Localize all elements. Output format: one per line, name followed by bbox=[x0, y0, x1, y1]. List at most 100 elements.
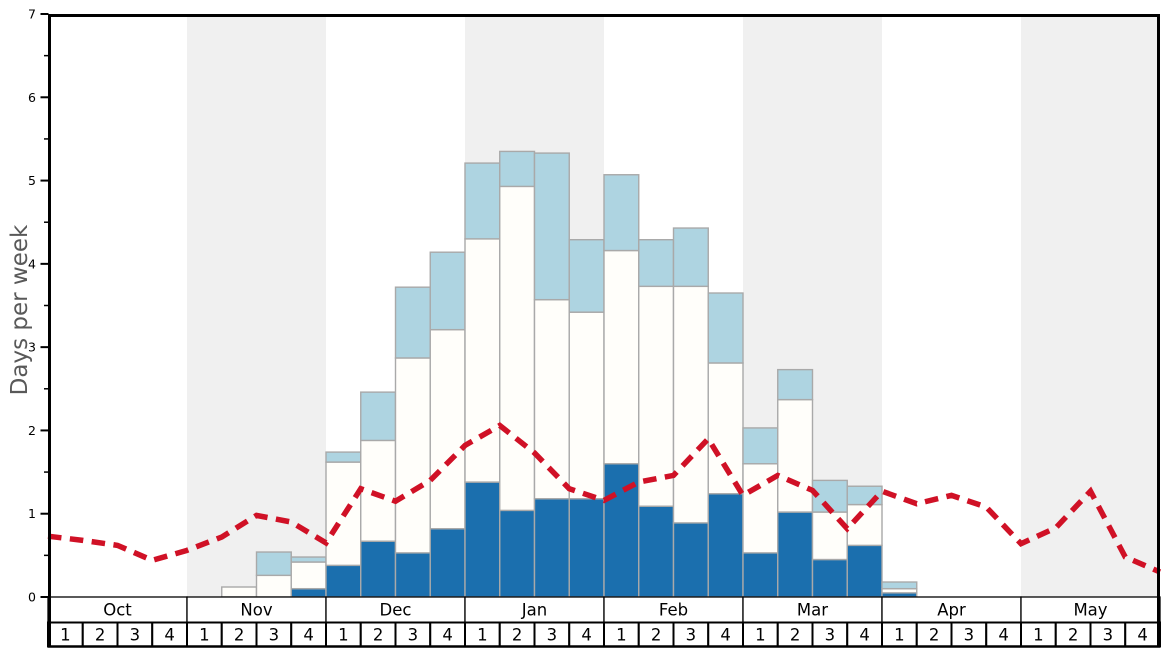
bar-segment-dark_blue_bottom-week23 bbox=[811, 558, 848, 598]
y-tick-label-4: 4 bbox=[28, 256, 36, 271]
bar-segment-white_middle-week20 bbox=[707, 362, 744, 495]
week-label: 4 bbox=[1137, 626, 1148, 645]
bar-segment-light_blue_top-week19 bbox=[672, 227, 709, 288]
week-label: 2 bbox=[512, 626, 523, 645]
bar-segment-white_middle-week8 bbox=[290, 561, 327, 590]
bar-segment-light_blue_top-week16 bbox=[568, 239, 605, 313]
y-tick-label-1: 1 bbox=[28, 506, 36, 521]
week-cell bbox=[151, 621, 188, 648]
bar-segment-dark_blue_bottom-week22 bbox=[777, 511, 814, 598]
bar-segment-dark_blue_bottom-week14 bbox=[499, 509, 536, 598]
bar-segment-dark_blue_bottom-week15 bbox=[533, 498, 570, 598]
week-cell bbox=[290, 621, 327, 648]
week-label: 2 bbox=[234, 626, 245, 645]
bar-segment-white_middle-week24 bbox=[846, 503, 883, 547]
bar-segment-light_blue_top-week25 bbox=[881, 581, 918, 590]
week-label: 1 bbox=[199, 626, 210, 645]
bar-segment-light_blue_top-week21 bbox=[742, 427, 779, 465]
week-cell bbox=[533, 621, 571, 648]
bar-segment-white_middle-week17 bbox=[603, 249, 640, 465]
month-label-dec: Dec bbox=[380, 601, 412, 620]
y-axis-label: Days per week bbox=[7, 224, 33, 396]
bar-segment-dark_blue_bottom-week8 bbox=[290, 587, 327, 598]
month-band-may bbox=[1021, 14, 1160, 597]
week-label: 4 bbox=[581, 626, 592, 645]
week-label: 3 bbox=[547, 626, 558, 645]
bar-segment-dark_blue_bottom-week13 bbox=[464, 481, 501, 598]
y-tick-label-0: 0 bbox=[28, 590, 36, 605]
y-tick-label-7: 7 bbox=[28, 7, 36, 22]
bar-segment-white_middle-week9 bbox=[325, 461, 362, 567]
week-label: 4 bbox=[720, 626, 731, 645]
week-cell bbox=[742, 621, 779, 648]
week-cell bbox=[603, 621, 640, 648]
month-cell-nov bbox=[186, 596, 327, 624]
bar-segment-white_middle-week14 bbox=[499, 185, 536, 512]
week-cell bbox=[81, 621, 119, 648]
bar-segment-dark_blue_bottom-week18 bbox=[638, 505, 675, 598]
y-tick-label-5: 5 bbox=[28, 173, 36, 188]
bar-segment-light_blue_top-week14 bbox=[499, 150, 536, 188]
bar-segment-light_blue_top-week15 bbox=[533, 152, 570, 301]
bar-segment-dark_blue_bottom-week10 bbox=[360, 540, 397, 598]
bar-segment-light_blue_top-week10 bbox=[360, 391, 397, 442]
red-dashed-line bbox=[47, 422, 1162, 575]
bar-segment-light_blue_top-week7 bbox=[255, 551, 292, 577]
bar-segment-dark_blue_bottom-week12 bbox=[429, 528, 466, 598]
bar-segment-dark_blue_bottom-week21 bbox=[742, 552, 779, 598]
bar-segment-light_blue_top-week20 bbox=[707, 292, 744, 364]
bar-segment-white_middle-week18 bbox=[638, 285, 675, 507]
y-tick-label-6: 6 bbox=[28, 90, 36, 105]
week-label: 4 bbox=[998, 626, 1009, 645]
bar-segment-light_blue_top-week12 bbox=[429, 251, 466, 331]
bar-segment-white_middle-week6 bbox=[221, 586, 258, 598]
bar-segment-white_middle-week7 bbox=[255, 574, 292, 598]
week-label: 1 bbox=[616, 626, 627, 645]
week-label: 1 bbox=[894, 626, 905, 645]
month-label-may: May bbox=[1073, 601, 1107, 620]
week-label: 2 bbox=[95, 626, 106, 645]
bar-segment-white_middle-week11 bbox=[394, 357, 431, 554]
week-label: 4 bbox=[859, 626, 870, 645]
bar-segment-white_middle-week19 bbox=[672, 285, 709, 524]
month-label-nov: Nov bbox=[240, 601, 272, 620]
bar-segment-light_blue_top-week22 bbox=[777, 368, 814, 401]
bar-segment-light_blue_top-week8 bbox=[290, 556, 327, 563]
bar-segment-dark_blue_bottom-week11 bbox=[394, 552, 431, 598]
y-tick-label-3: 3 bbox=[28, 340, 36, 355]
week-label: 2 bbox=[1068, 626, 1079, 645]
week-label: 1 bbox=[338, 626, 349, 645]
bar-segment-white_middle-week22 bbox=[777, 398, 814, 513]
week-label: 4 bbox=[442, 626, 453, 645]
bar-segment-light_blue_top-week9 bbox=[325, 451, 362, 463]
bar-segment-light_blue_top-week18 bbox=[638, 239, 675, 288]
week-label: 3 bbox=[1103, 626, 1114, 645]
week-label: 3 bbox=[408, 626, 419, 645]
week-label: 4 bbox=[303, 626, 314, 645]
bar-segment-white_middle-week16 bbox=[568, 311, 605, 500]
bar-segment-light_blue_top-week24 bbox=[846, 485, 883, 506]
week-label: 3 bbox=[130, 626, 141, 645]
week-cell bbox=[255, 621, 293, 648]
bar-segment-dark_blue_bottom-week20 bbox=[707, 493, 744, 598]
week-label: 2 bbox=[651, 626, 662, 645]
bar-segment-white_middle-week12 bbox=[429, 328, 466, 530]
week-label: 2 bbox=[929, 626, 940, 645]
month-label-oct: Oct bbox=[103, 601, 132, 620]
week-cell bbox=[1089, 621, 1127, 648]
month-label-apr: Apr bbox=[937, 601, 966, 620]
week-label: 1 bbox=[477, 626, 488, 645]
bar-segment-dark_blue_bottom-week9 bbox=[325, 564, 362, 598]
bar-segment-dark_blue_bottom-week19 bbox=[672, 522, 709, 598]
month-label-feb: Feb bbox=[659, 601, 688, 620]
week-label: 2 bbox=[373, 626, 384, 645]
week-label: 2 bbox=[790, 626, 801, 645]
week-cell bbox=[846, 621, 883, 648]
week-label: 3 bbox=[825, 626, 836, 645]
week-label: 3 bbox=[269, 626, 280, 645]
y-tick-label-2: 2 bbox=[28, 423, 36, 438]
month-band-nov bbox=[187, 14, 326, 597]
week-label: 1 bbox=[1033, 626, 1044, 645]
